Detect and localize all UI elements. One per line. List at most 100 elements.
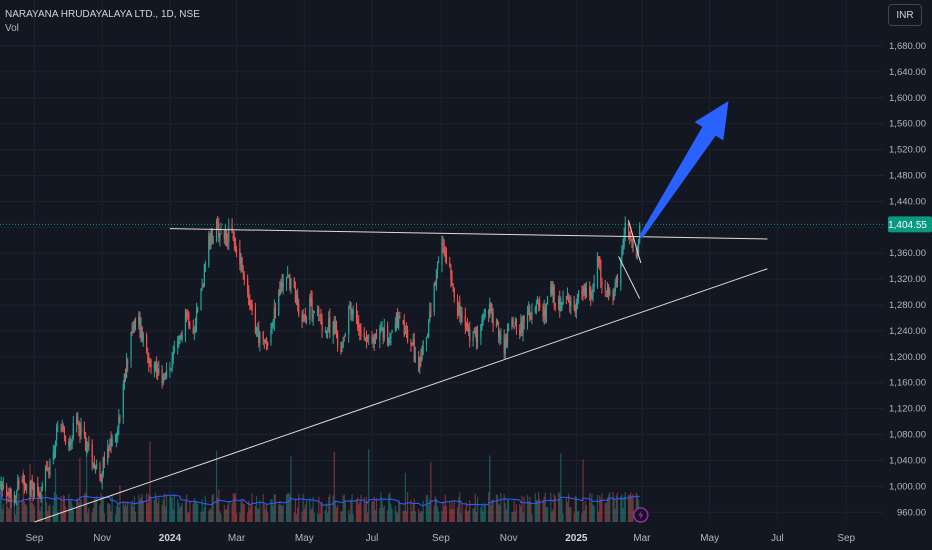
candle-body bbox=[442, 242, 444, 245]
volume-bar bbox=[44, 492, 47, 522]
candle-body bbox=[179, 336, 181, 338]
projection-arrow[interactable] bbox=[639, 101, 729, 239]
volume-bar bbox=[398, 501, 400, 522]
volume-bar bbox=[569, 507, 571, 522]
candle-body bbox=[496, 320, 499, 325]
candle-body bbox=[444, 251, 446, 258]
volume-bar bbox=[536, 499, 539, 522]
candle-body bbox=[404, 332, 406, 335]
candle-body bbox=[546, 296, 549, 305]
volume-bar bbox=[145, 493, 148, 522]
candle-body bbox=[267, 342, 269, 347]
x-axis[interactable]: Sep Nov 2024 Mar May Jul Sep Nov 2025 Mar May Jul Se… bbox=[26, 533, 856, 544]
volume-bar bbox=[558, 492, 560, 522]
candle-body bbox=[554, 303, 556, 306]
volume-bar bbox=[379, 508, 381, 522]
candle-body bbox=[187, 314, 189, 316]
volume-bar bbox=[482, 511, 484, 522]
volume-bar bbox=[468, 510, 470, 522]
candle-body bbox=[290, 278, 292, 289]
volume-bar bbox=[180, 505, 182, 522]
volume-bar bbox=[70, 500, 72, 522]
candle-body bbox=[274, 306, 277, 315]
volume-bar bbox=[399, 503, 401, 522]
x-tick-label: May bbox=[295, 533, 314, 544]
volume-bar bbox=[224, 509, 227, 522]
candle-body bbox=[263, 340, 265, 342]
candle-body bbox=[288, 275, 290, 277]
volume-bar bbox=[390, 504, 392, 522]
candle-body bbox=[131, 330, 133, 333]
candle-body bbox=[145, 334, 148, 352]
y-tick-label: 1,360.00 bbox=[889, 248, 926, 259]
candle-body bbox=[219, 233, 221, 240]
volume-bar bbox=[351, 494, 353, 522]
volume-bar bbox=[312, 497, 314, 522]
volume-bar bbox=[435, 498, 438, 522]
candle-body bbox=[450, 268, 452, 280]
candle-body bbox=[514, 321, 516, 326]
wedge-lower-line[interactable] bbox=[618, 256, 641, 299]
candle-body bbox=[575, 302, 577, 312]
volume-bar bbox=[466, 511, 469, 522]
candle-body bbox=[483, 313, 485, 317]
volume-bar bbox=[78, 503, 80, 522]
volume-bar bbox=[484, 504, 486, 522]
volume-bar bbox=[187, 511, 189, 522]
candle-body bbox=[535, 303, 537, 311]
candle-body bbox=[412, 342, 414, 344]
candle-body bbox=[163, 374, 165, 376]
candle-body bbox=[419, 357, 421, 369]
volume-bar bbox=[317, 513, 319, 522]
candle-body bbox=[405, 330, 408, 333]
volume-bar bbox=[13, 493, 16, 522]
candle-body bbox=[492, 311, 494, 325]
candle-body bbox=[165, 370, 168, 378]
volume-bar bbox=[520, 506, 522, 522]
candle-body bbox=[604, 287, 606, 289]
candle-body bbox=[613, 293, 615, 300]
volume-bar bbox=[243, 504, 245, 522]
candle-body bbox=[325, 332, 328, 335]
volume-bar bbox=[613, 498, 615, 522]
volume-bar bbox=[301, 511, 303, 522]
resistance-trendline[interactable] bbox=[169, 228, 768, 240]
candle-body bbox=[582, 289, 584, 294]
candle-body bbox=[83, 427, 86, 435]
currency-button[interactable]: INR bbox=[888, 4, 922, 26]
volume-bar bbox=[508, 500, 510, 522]
volume-bar bbox=[251, 493, 253, 522]
volume-bar bbox=[506, 499, 509, 522]
volume-bar bbox=[521, 495, 523, 522]
volume-bar bbox=[281, 505, 283, 522]
candle-body bbox=[480, 324, 482, 338]
candle-body bbox=[422, 340, 424, 355]
volume-bar bbox=[232, 493, 234, 522]
candle-body bbox=[79, 431, 81, 436]
volume-bar bbox=[631, 497, 633, 522]
drawing-tools[interactable] bbox=[34, 101, 768, 523]
volume-bar bbox=[141, 494, 143, 522]
volume-bar bbox=[597, 512, 600, 522]
volume-bar bbox=[119, 485, 121, 522]
volume-bar bbox=[445, 505, 448, 522]
volume-bar bbox=[154, 492, 157, 522]
wedge-upper-line[interactable] bbox=[628, 220, 642, 264]
volume-bar bbox=[188, 512, 190, 522]
volume-bar bbox=[101, 496, 103, 522]
candle-body bbox=[443, 247, 445, 253]
volume-bar bbox=[615, 495, 617, 522]
support-trendline[interactable] bbox=[34, 268, 768, 523]
x-tick-label: Jul bbox=[366, 533, 379, 544]
volume-bar bbox=[464, 509, 466, 522]
volume-bar bbox=[233, 494, 235, 522]
candle-body bbox=[371, 335, 373, 341]
volume-bar bbox=[329, 494, 331, 522]
candle-body bbox=[119, 416, 121, 420]
candle-body bbox=[599, 256, 601, 264]
symbol-title[interactable]: NARAYANA HRUDAYALAYA LTD., 1D, NSE bbox=[5, 9, 200, 20]
flash-icon[interactable] bbox=[633, 507, 649, 523]
candle-body bbox=[543, 306, 545, 317]
volume-bar bbox=[489, 455, 491, 522]
